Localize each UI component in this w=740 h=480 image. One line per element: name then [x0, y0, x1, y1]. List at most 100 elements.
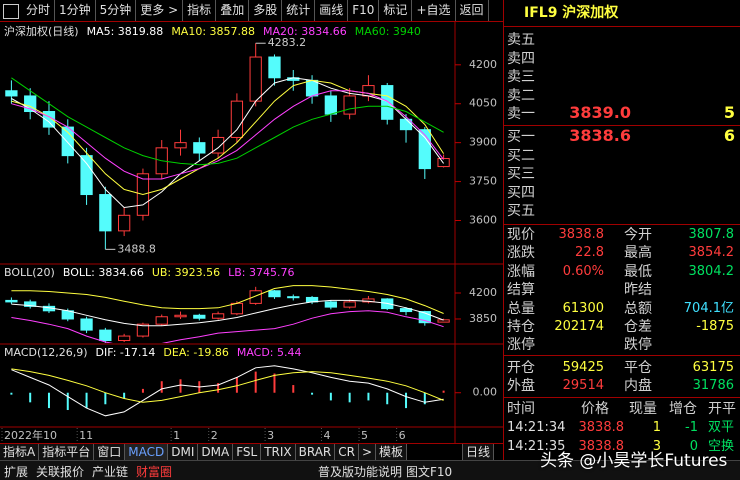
quote-label: 今开	[624, 227, 652, 243]
bottom-link[interactable]: 产业链	[92, 465, 129, 479]
trade-cell: 双平	[708, 420, 735, 435]
separator	[504, 125, 740, 126]
bottom-link[interactable]: 关联报价	[36, 465, 85, 479]
indicator-tab[interactable]: FSL	[233, 444, 262, 461]
toolbar-button[interactable]: 1分钟	[55, 0, 96, 21]
candle-body	[362, 298, 375, 303]
quote-label: 涨幅	[507, 263, 535, 280]
plot-area	[10, 365, 445, 417]
candle-body	[305, 79, 319, 97]
trade-header: 现量	[629, 401, 657, 417]
candle-body	[249, 56, 262, 102]
toolbar-button[interactable]: 统计	[282, 0, 316, 21]
series-line	[11, 365, 444, 417]
toolbar-button[interactable]: F10	[348, 0, 380, 21]
candle-body	[418, 311, 431, 324]
instrument-title: IFL9 沪深加权	[524, 5, 619, 21]
indicator-tab[interactable]: 指标A	[0, 444, 40, 461]
toolbar-button[interactable]: 返回	[456, 0, 489, 21]
toolbar-button[interactable]: 更多 >	[136, 0, 184, 21]
quote-value: 704.1亿	[683, 300, 734, 316]
charts: 3600 3750 3900 4050 4200 4283.2 3488.8 2022年10 1…	[0, 22, 503, 443]
quote-label: 涨跌	[507, 245, 535, 262]
candle-body	[80, 155, 93, 196]
indicator-tab[interactable]: 窗口	[94, 444, 126, 461]
separator	[504, 26, 740, 27]
legend-entry: MA10: 3857.88	[171, 25, 255, 38]
quote-value: 3838.8	[558, 227, 605, 242]
indicator-tabs: 指标A 指标平台 窗口 MACD DMI DMA FSL TRIX BRAR CR > 模板 日线	[0, 443, 503, 461]
quote-label: 现价	[507, 227, 535, 243]
indicator-tab[interactable]: CR	[335, 444, 359, 461]
indicator-tab[interactable]: MACD	[125, 444, 169, 461]
extreme-label: 4283.2	[268, 36, 307, 49]
bottom-link[interactable]: 财富圈	[136, 465, 173, 479]
y-tick-label: 3850	[469, 312, 497, 325]
candle-body	[193, 314, 206, 319]
candle-body	[193, 142, 206, 154]
indicator-tab[interactable]: 模板	[376, 444, 408, 461]
legend-entry: DEA: -19.86	[163, 346, 228, 359]
legend-entry: UB: 3923.56	[152, 266, 220, 279]
toolbar-button[interactable]: +自选	[412, 0, 456, 21]
period-button[interactable]: 日线	[462, 444, 495, 460]
plot-area	[5, 285, 450, 343]
trade-cell: 1	[652, 420, 661, 435]
plot-area	[5, 43, 450, 250]
indicator-tab[interactable]: >	[358, 444, 377, 461]
x-tick-label: 11	[79, 429, 93, 442]
separator	[504, 397, 740, 398]
trade-header: 开平	[708, 401, 736, 417]
indicator-tab[interactable]: TRIX	[261, 444, 296, 461]
bottom-link[interactable]: 图文F10	[406, 465, 453, 479]
book-label: 买五	[507, 203, 535, 220]
candle-body	[211, 136, 225, 154]
legend-entry: LB: 3745.76	[228, 266, 294, 279]
candle-body	[118, 214, 131, 232]
bottom-link[interactable]: 扩展	[4, 465, 29, 479]
candle-body	[249, 290, 262, 304]
toolbar-button[interactable]: 分时	[22, 0, 56, 21]
indicator-title: MACD(12,26,9)	[4, 346, 88, 359]
trade-cell: -1	[685, 420, 698, 435]
quote-value: 3804.2	[688, 263, 735, 279]
indicator-tab[interactable]: BRAR	[295, 444, 336, 461]
candle-body	[174, 142, 187, 149]
series-line	[11, 77, 445, 209]
candle-body	[136, 323, 150, 337]
quote-label: 仓差	[624, 319, 652, 335]
candle-body	[324, 95, 337, 115]
menu-icon[interactable]	[3, 4, 19, 19]
series-line	[11, 79, 445, 196]
x-tick-label: 3	[267, 429, 274, 442]
legend-entry: MA20: 3834.66	[263, 25, 347, 38]
y-tick-label: 3900	[469, 136, 497, 149]
indicator-tab[interactable]: DMA	[198, 444, 234, 461]
indicator-tab[interactable]: 指标平台	[39, 444, 95, 461]
trade-cell: 空换	[708, 439, 735, 454]
candle-body	[99, 329, 112, 342]
toolbar-button[interactable]: 指标	[183, 0, 217, 21]
bottom-link[interactable]: 普及版功能说明	[318, 465, 403, 479]
book-label: 卖一	[507, 106, 535, 123]
legend-entry: BOLL: 3834.66	[63, 266, 144, 279]
candle-body	[230, 100, 244, 138]
legend-entry: MA5: 3819.88	[87, 25, 164, 38]
toolbar-button[interactable]: 画线	[315, 0, 349, 21]
indicator-tab[interactable]: DMI	[168, 444, 199, 461]
toolbar-button[interactable]: 标记	[379, 0, 413, 21]
toolbar-button[interactable]: 多股	[249, 0, 283, 21]
x-tick-label: 2022年10	[4, 428, 57, 442]
quote-label: 最高	[624, 245, 652, 262]
quote-value: -1875	[696, 319, 734, 334]
toolbar-button[interactable]: 5分钟	[96, 0, 137, 21]
quote-label: 总量	[507, 300, 535, 317]
legend-entry: MA60: 3940	[355, 25, 421, 38]
toolbar-button[interactable]: 叠加	[216, 0, 250, 21]
quote-label: 总额	[624, 300, 652, 317]
trade-cell: 3838.8	[578, 420, 625, 435]
candle-body	[61, 126, 74, 157]
book-price: 3839.0	[569, 103, 631, 123]
quote-label: 跌停	[624, 337, 652, 354]
